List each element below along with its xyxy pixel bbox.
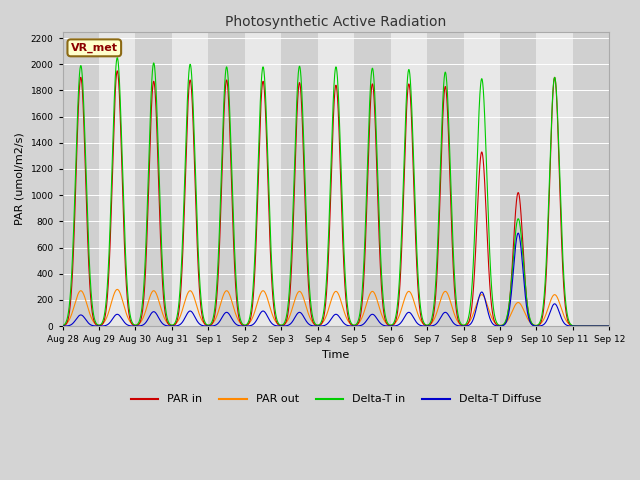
Bar bbox=[136, 32, 172, 326]
Bar bbox=[281, 32, 317, 326]
Text: VR_met: VR_met bbox=[71, 43, 118, 53]
X-axis label: Time: Time bbox=[323, 349, 349, 360]
Title: Photosynthetic Active Radiation: Photosynthetic Active Radiation bbox=[225, 15, 447, 29]
Legend: PAR in, PAR out, Delta-T in, Delta-T Diffuse: PAR in, PAR out, Delta-T in, Delta-T Dif… bbox=[126, 390, 546, 409]
Bar bbox=[317, 32, 354, 326]
Bar bbox=[209, 32, 245, 326]
Bar bbox=[245, 32, 281, 326]
Bar bbox=[500, 32, 536, 326]
Bar bbox=[99, 32, 136, 326]
Bar bbox=[390, 32, 427, 326]
Bar bbox=[536, 32, 573, 326]
Bar bbox=[172, 32, 209, 326]
Bar bbox=[573, 32, 609, 326]
Bar bbox=[354, 32, 390, 326]
Bar bbox=[463, 32, 500, 326]
Bar bbox=[427, 32, 463, 326]
Y-axis label: PAR (umol/m2/s): PAR (umol/m2/s) bbox=[15, 132, 25, 225]
Bar bbox=[63, 32, 99, 326]
